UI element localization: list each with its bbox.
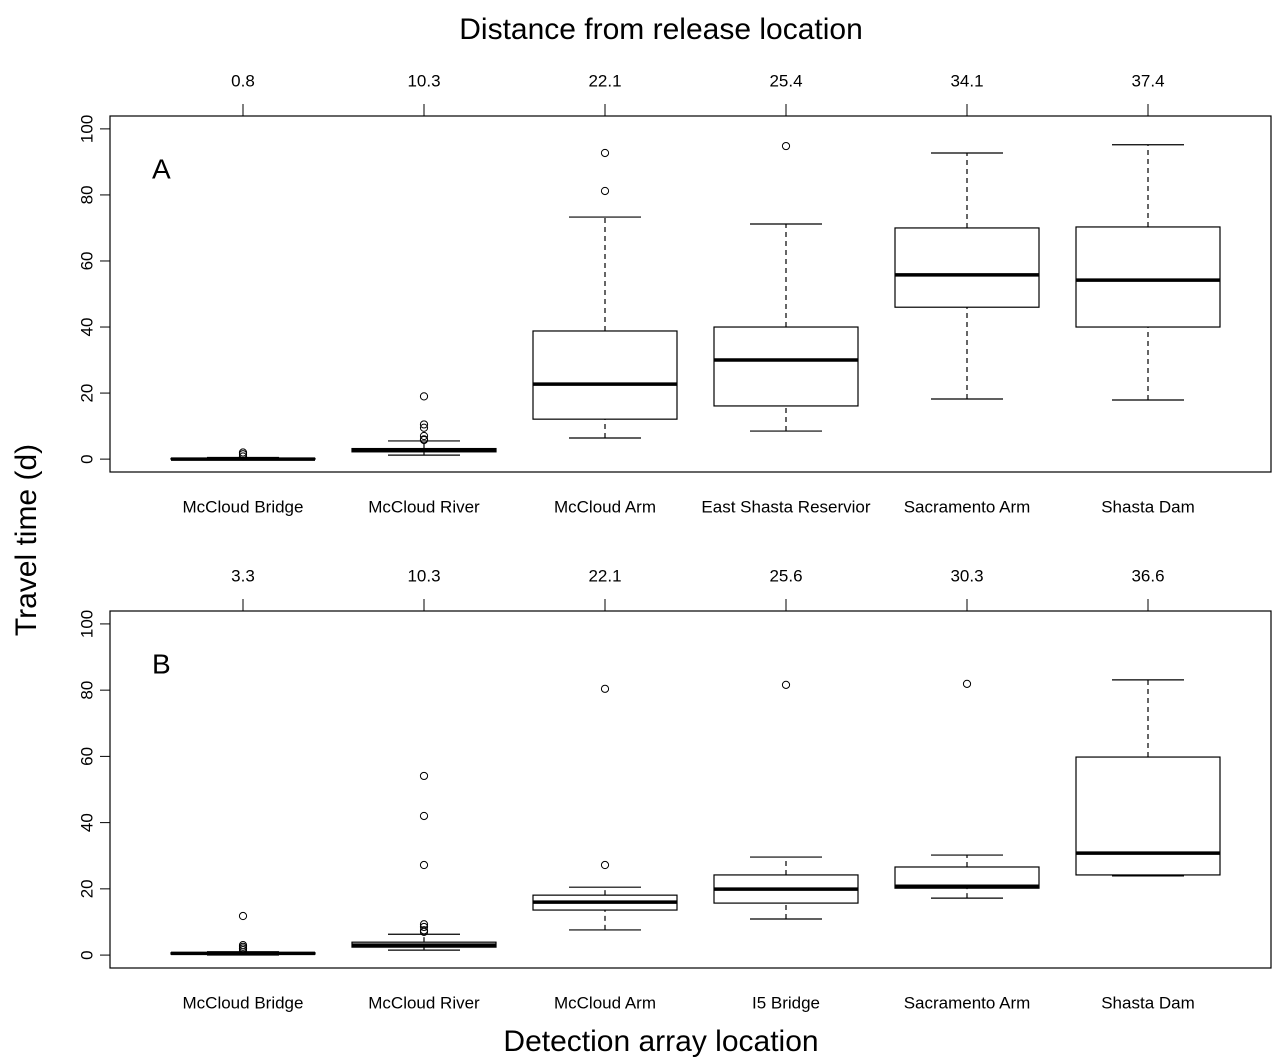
distance-label: 36.6 bbox=[1131, 566, 1164, 585]
category-label: I5 Bridge bbox=[752, 993, 820, 1012]
distance-label: 10.3 bbox=[407, 566, 440, 585]
distance-label: 0.8 bbox=[231, 71, 255, 90]
outlier bbox=[419, 811, 429, 821]
box bbox=[894, 866, 1040, 889]
y-tick-label: 0 bbox=[77, 454, 96, 463]
category-label: McCloud River bbox=[368, 993, 480, 1012]
outlier bbox=[238, 941, 248, 950]
panel-label: A bbox=[152, 153, 171, 184]
box bbox=[894, 227, 1040, 308]
y-tick-label: 60 bbox=[77, 747, 96, 766]
distance-label: 34.1 bbox=[950, 71, 983, 90]
y-tick-label: 80 bbox=[77, 681, 96, 700]
outlier bbox=[419, 860, 429, 870]
outlier bbox=[419, 435, 429, 444]
y-tick-label: 40 bbox=[77, 318, 96, 337]
distance-label: 22.1 bbox=[588, 71, 621, 90]
category-label: McCloud Arm bbox=[554, 993, 656, 1012]
category-label: McCloud Bridge bbox=[183, 497, 304, 516]
y-tick-label: 0 bbox=[77, 950, 96, 959]
outlier bbox=[419, 922, 429, 932]
y-axis-label: Travel time (d) bbox=[10, 444, 43, 636]
category-label: McCloud River bbox=[368, 497, 480, 516]
box bbox=[713, 326, 859, 407]
box bbox=[532, 330, 678, 420]
y-tick-label: 20 bbox=[77, 879, 96, 898]
outlier bbox=[238, 448, 248, 457]
distance-label: 30.3 bbox=[950, 566, 983, 585]
category-label: McCloud Bridge bbox=[183, 993, 304, 1012]
panel-label: B bbox=[152, 648, 171, 679]
outlier bbox=[600, 684, 610, 693]
outlier bbox=[419, 392, 429, 401]
y-tick-label: 20 bbox=[77, 384, 96, 403]
box bbox=[1075, 756, 1221, 876]
category-label: Shasta Dam bbox=[1101, 993, 1195, 1012]
outlier bbox=[600, 148, 610, 158]
distance-label: 37.4 bbox=[1131, 71, 1164, 90]
outlier bbox=[419, 420, 429, 429]
box bbox=[1075, 226, 1221, 328]
x-axis-label: Detection array location bbox=[503, 1025, 818, 1058]
outlier bbox=[781, 141, 791, 151]
distance-label: 3.3 bbox=[231, 566, 255, 585]
outlier bbox=[419, 771, 429, 781]
outlier bbox=[419, 926, 429, 935]
outlier bbox=[600, 860, 610, 870]
category-label: Sacramento Arm bbox=[904, 993, 1031, 1012]
distance-label: 25.6 bbox=[769, 566, 802, 585]
outlier bbox=[238, 911, 248, 921]
category-label: Sacramento Arm bbox=[904, 497, 1031, 516]
y-tick-label: 80 bbox=[77, 185, 96, 204]
distance-label: 10.3 bbox=[407, 71, 440, 90]
outlier bbox=[419, 423, 429, 432]
y-tick-label: 60 bbox=[77, 252, 96, 271]
plot-frame bbox=[109, 610, 1272, 969]
distance-label: 25.4 bbox=[769, 71, 802, 90]
y-tick-label: 100 bbox=[77, 610, 96, 638]
y-tick-label: 100 bbox=[77, 115, 96, 143]
outlier bbox=[781, 680, 791, 689]
outlier bbox=[962, 679, 972, 688]
figure-title: Distance from release location bbox=[459, 13, 863, 46]
distance-label: 22.1 bbox=[588, 566, 621, 585]
category-label: East Shasta Reservior bbox=[701, 497, 870, 516]
category-label: Shasta Dam bbox=[1101, 497, 1195, 516]
plot-frame bbox=[109, 115, 1272, 473]
outlier bbox=[600, 186, 610, 196]
category-label: McCloud Arm bbox=[554, 497, 656, 516]
outlier bbox=[419, 920, 429, 929]
outlier bbox=[419, 431, 429, 441]
outlier bbox=[238, 452, 248, 461]
y-tick-label: 40 bbox=[77, 813, 96, 832]
